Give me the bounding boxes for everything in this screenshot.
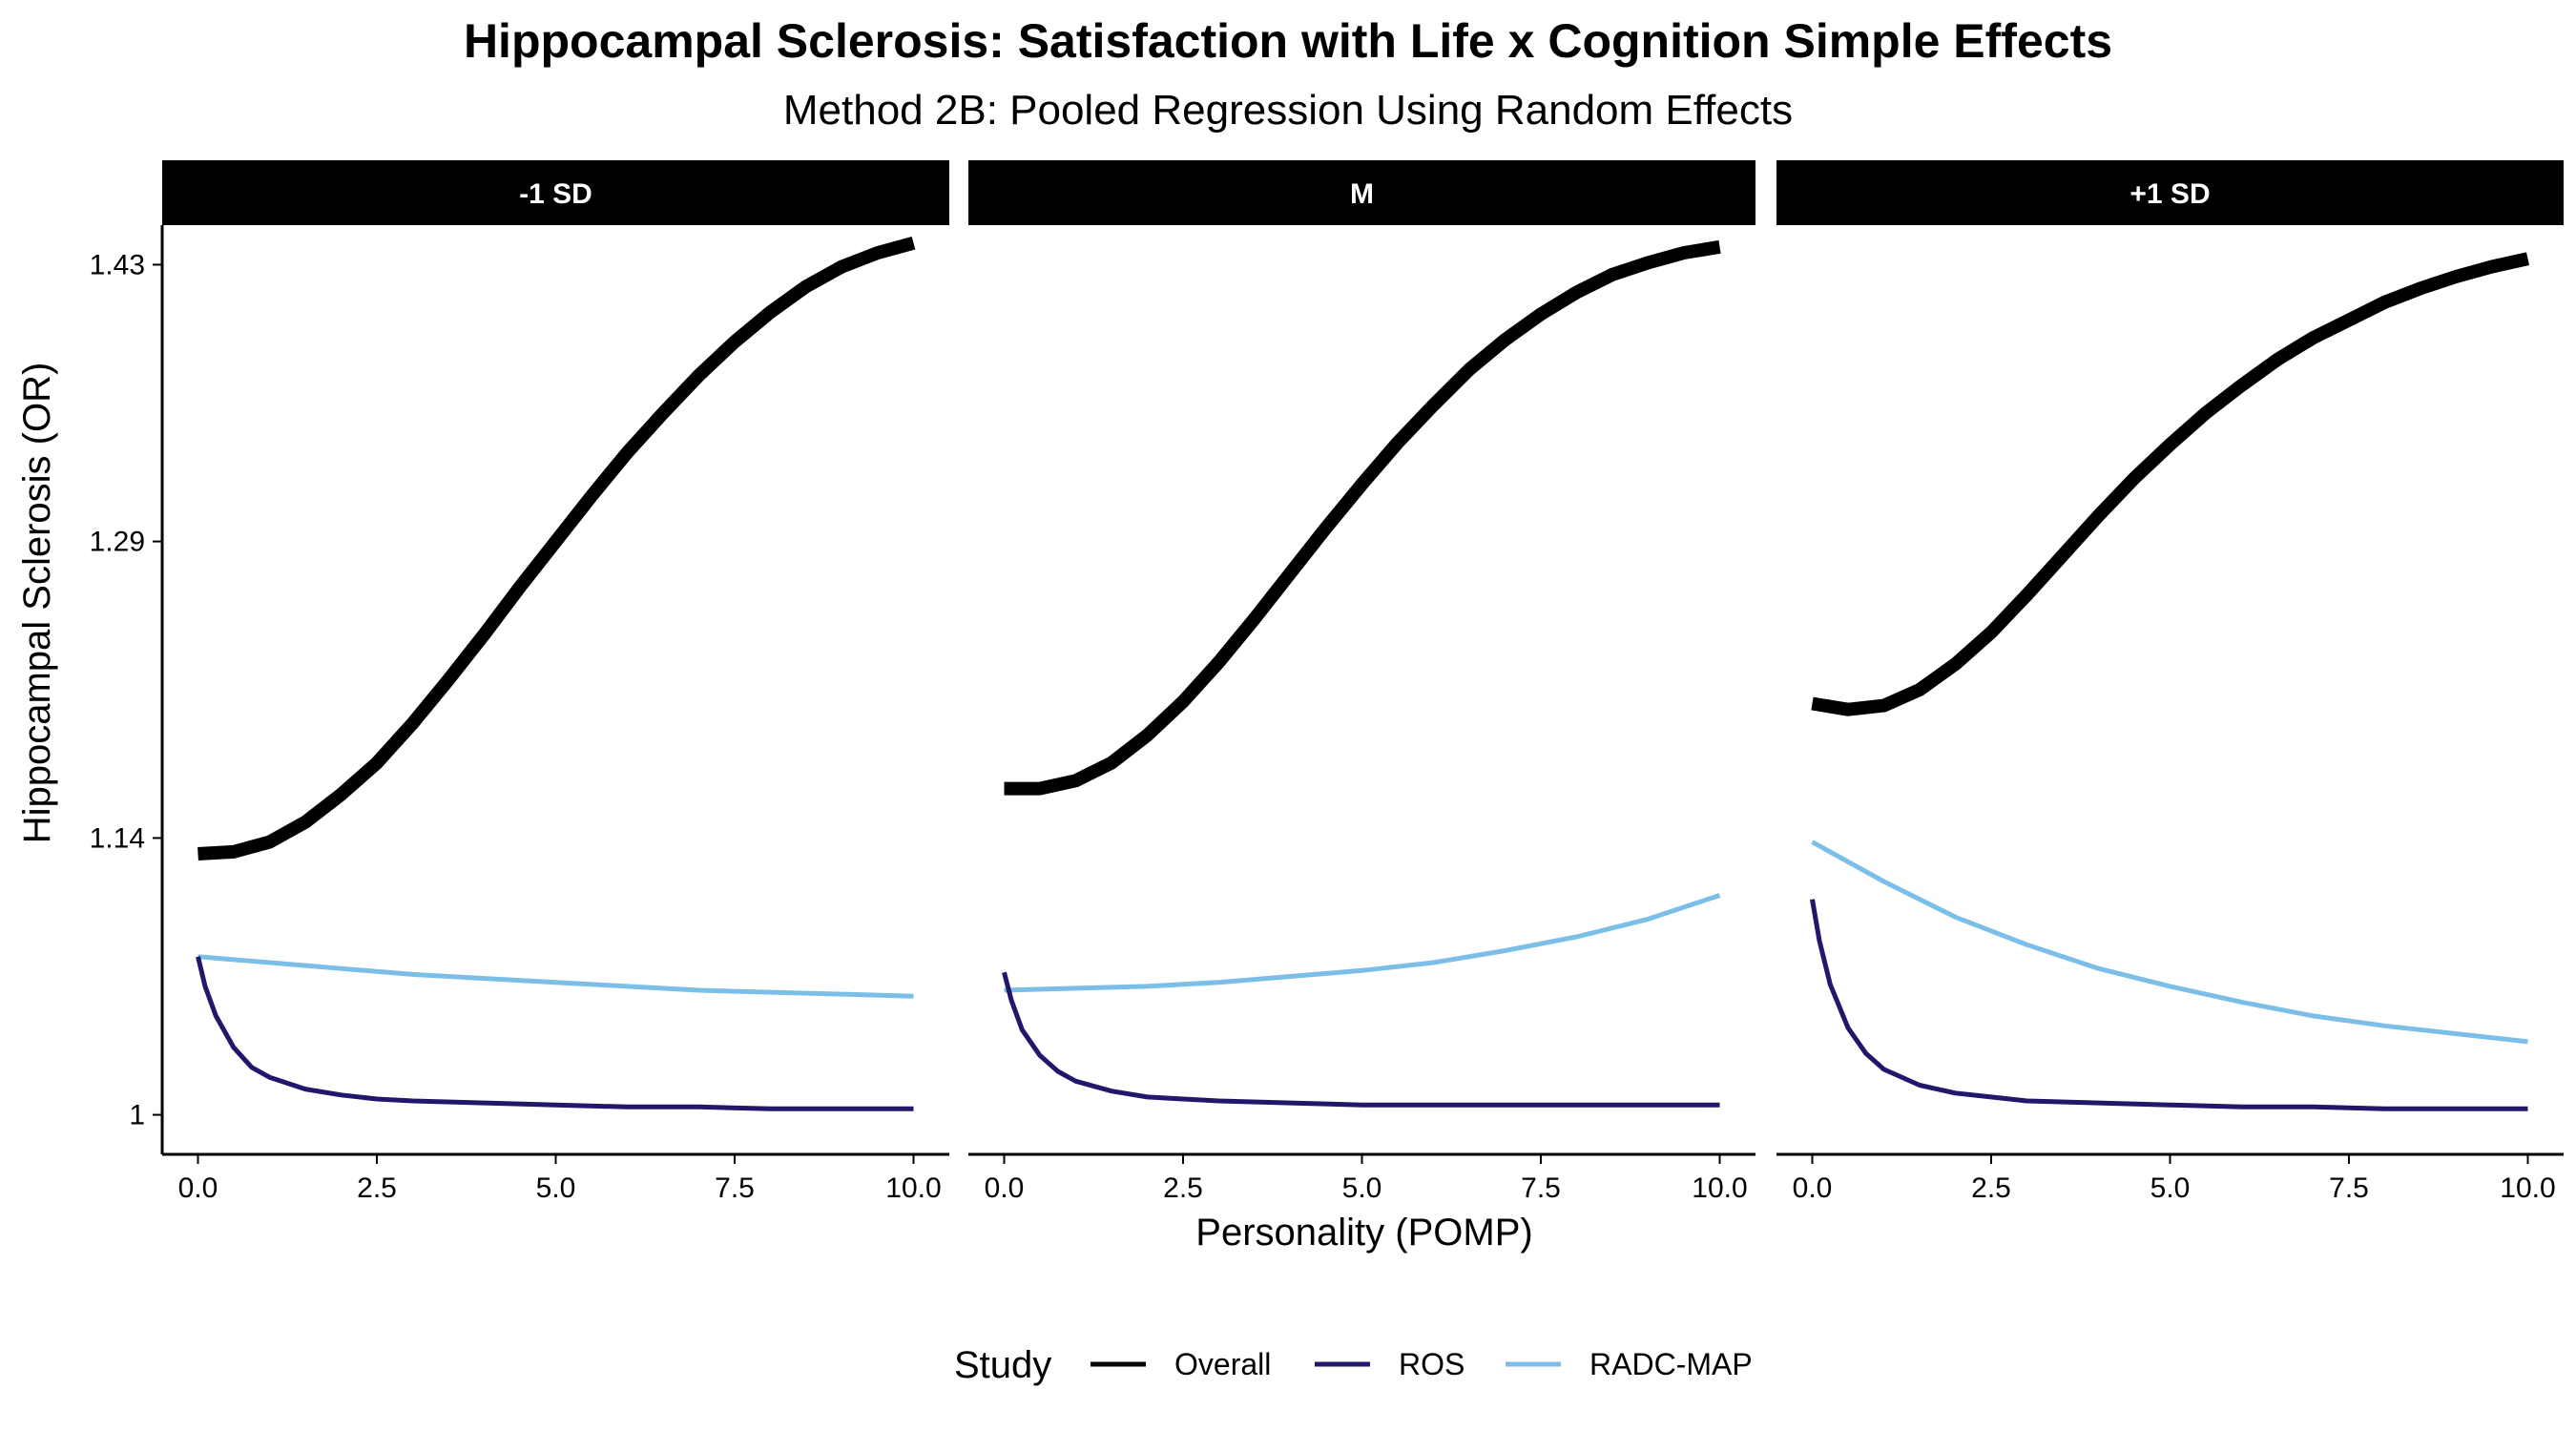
facet-strip-label: +1 SD <box>2129 178 2210 210</box>
series-line-radc-map <box>1811 840 2528 1045</box>
x-tick-label: 10.0 <box>1692 1172 1747 1204</box>
series-line-overall <box>197 236 916 861</box>
x-tick-label: 0.0 <box>178 1172 218 1204</box>
series-line-ros <box>1002 971 1720 1108</box>
chart-title: Hippocampal Sclerosis: Satisfaction with… <box>464 14 2112 68</box>
x-tick-label: 10.0 <box>885 1172 941 1204</box>
facet-strip <box>968 160 1755 225</box>
x-tick-label: 0.0 <box>1793 1172 1833 1204</box>
series-line-radc-map <box>197 954 914 999</box>
x-tick-label: 0.0 <box>985 1172 1025 1204</box>
x-tick-label: 7.5 <box>1521 1172 1561 1204</box>
x-tick-label: 7.5 <box>715 1172 755 1204</box>
facet-strip-label: -1 SD <box>519 178 592 210</box>
facet-panels: -1 SD 1 1.14 1.29 1.43 0.0 2.5 5.0 7.5 10.0 M 0.0 2.… <box>90 160 2564 1204</box>
x-tick-label: 10.0 <box>2500 1172 2555 1204</box>
x-tick-label: 2.5 <box>1163 1172 1203 1204</box>
series-line-overall <box>1004 239 1721 796</box>
x-tick-label: 2.5 <box>1971 1172 2011 1204</box>
legend-label: RADC-MAP <box>1589 1347 1753 1381</box>
x-axis-label: Personality (POMP) <box>1195 1212 1532 1254</box>
x-tick-label: 2.5 <box>357 1172 397 1204</box>
series-line-ros <box>196 956 914 1111</box>
series-line-ros <box>1810 899 2528 1111</box>
y-tick-label: 1.43 <box>90 249 145 280</box>
x-tick-label: 7.5 <box>2329 1172 2369 1204</box>
y-tick-label: 1.14 <box>90 822 145 854</box>
x-tick-label: 5.0 <box>536 1172 576 1204</box>
series-line-radc-map <box>1004 893 1721 993</box>
facet-panel: -1 SD 1 1.14 1.29 1.43 0.0 2.5 5.0 7.5 10.0 <box>90 160 949 1204</box>
facet-strip-label: M <box>1350 178 1374 210</box>
x-tick-label: 5.0 <box>2150 1172 2191 1204</box>
series-line-overall <box>1811 252 2530 716</box>
facet-panel: M 0.0 2.5 5.0 7.5 10.0 <box>968 160 1755 1204</box>
x-tick-label: 5.0 <box>1342 1172 1382 1204</box>
legend-label: ROS <box>1399 1347 1465 1381</box>
facet-panel: +1 SD 0.0 2.5 5.0 7.5 10.0 <box>1776 160 2564 1204</box>
facet-strip <box>1776 160 2564 225</box>
legend-title: Study <box>954 1344 1051 1386</box>
y-tick-label: 1.29 <box>90 527 145 558</box>
y-tick-label: 1 <box>129 1100 145 1131</box>
y-axis-label: Hippocampal Sclerosis (OR) <box>16 363 58 844</box>
legend-label: Overall <box>1174 1347 1271 1381</box>
facet-strip <box>162 160 949 225</box>
legend: Study Overall ROS RADC-MAP <box>954 1344 1753 1386</box>
chart-subtitle: Method 2B: Pooled Regression Using Rando… <box>783 87 1793 134</box>
